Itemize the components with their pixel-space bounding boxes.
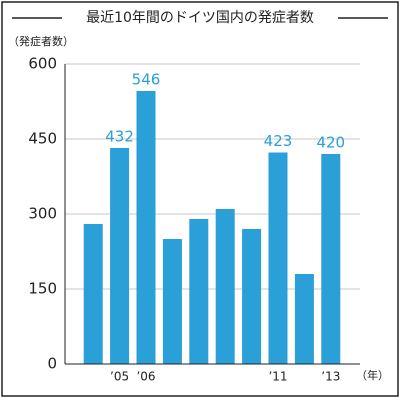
y-axis-label: （発症者数）	[8, 34, 74, 48]
value-label: 420	[316, 134, 345, 152]
bar	[83, 224, 103, 364]
value-label: 432	[105, 128, 134, 146]
x-tick-label: ’06	[136, 370, 155, 384]
value-label: 423	[264, 132, 293, 150]
bar	[294, 274, 314, 364]
bar	[242, 229, 262, 364]
bar	[189, 219, 209, 364]
x-tick-label: ’13	[321, 370, 340, 384]
y-tick-label: 300	[28, 205, 57, 223]
bar	[321, 154, 341, 364]
y-tick-label: 150	[28, 280, 57, 298]
y-tick-label: 0	[47, 355, 57, 373]
chart-title: 最近10年間のドイツ国内の発症者数	[86, 10, 314, 26]
x-axis-label: （年）	[356, 368, 389, 382]
value-label: 546	[132, 71, 161, 89]
y-tick-label: 450	[28, 130, 57, 148]
title-backdrop	[62, 8, 338, 28]
x-tick-label: ’05	[110, 370, 129, 384]
y-tick-label: 600	[28, 55, 57, 73]
bar	[136, 91, 156, 364]
x-tick-label: ’11	[268, 370, 287, 384]
bar	[110, 148, 130, 364]
bar	[162, 239, 182, 364]
bar	[268, 152, 288, 364]
bar	[215, 209, 235, 364]
